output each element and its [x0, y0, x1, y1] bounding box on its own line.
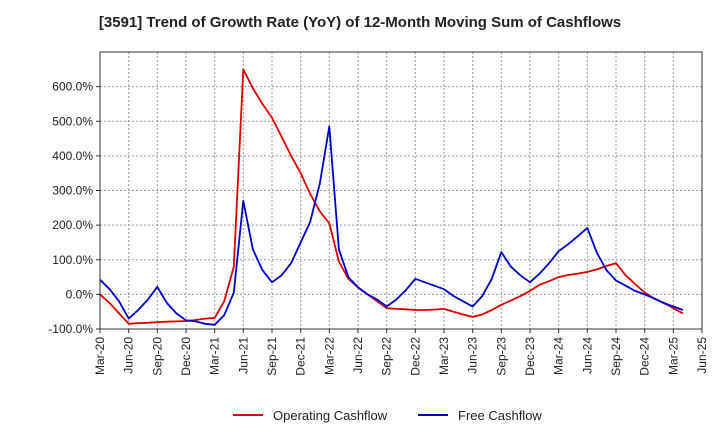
y-tick-label: 300.0%	[52, 184, 93, 198]
x-tick-label: Mar-20	[93, 337, 107, 375]
x-tick-label: Sep-22	[380, 337, 394, 376]
x-tick-label: Dec-24	[638, 337, 652, 376]
series-group	[99, 68, 684, 326]
x-tick-label: Mar-23	[437, 337, 451, 375]
x-tick-label: Sep-24	[609, 337, 623, 376]
x-tick-label: Mar-25	[666, 337, 680, 375]
y-tick-label: 400.0%	[52, 149, 93, 163]
y-tick-label: -100.0%	[48, 322, 93, 336]
legend-label: Operating Cashflow	[273, 408, 388, 423]
chart-title: [3591] Trend of Growth Rate (YoY) of 12-…	[98, 14, 622, 31]
x-tick-label: Sep-21	[265, 337, 279, 376]
x-tick-label: Jun-24	[580, 337, 594, 374]
x-tick-label: Sep-20	[150, 337, 164, 376]
x-tick-label: Mar-22	[322, 337, 336, 375]
legend: Operating Cashflow Free Cashflow	[233, 408, 542, 423]
series-line-0	[99, 68, 684, 325]
x-tick-label: Dec-21	[294, 337, 308, 376]
x-tick-label: Jun-22	[351, 337, 365, 374]
y-tick-label: 200.0%	[52, 218, 93, 232]
series-line-1	[99, 125, 684, 326]
y-axis-ticks: -100.0% 0.0% 100.0% 200.0% 300.0% 400.0% 500.0…	[48, 80, 100, 336]
x-tick-label: Dec-22	[408, 337, 422, 376]
x-axis-ticks: Mar-20 Jun-20 Sep-20 Dec-20 Mar-21 Jun-21 Sep-…	[93, 329, 709, 376]
y-tick-label: 0.0%	[66, 287, 94, 301]
x-tick-label: Jun-23	[466, 337, 480, 374]
x-tick-label: Jun-25	[695, 337, 709, 374]
x-tick-label: Dec-20	[179, 337, 193, 376]
x-tick-label: Jun-20	[122, 337, 136, 374]
x-tick-label: Mar-24	[552, 337, 566, 375]
y-tick-label: 500.0%	[52, 114, 93, 128]
x-tick-label: Sep-23	[494, 337, 508, 376]
x-tick-label: Dec-23	[523, 337, 537, 376]
y-tick-label: 100.0%	[52, 253, 93, 267]
x-tick-label: Jun-21	[236, 337, 250, 374]
x-tick-label: Mar-21	[208, 337, 222, 375]
legend-label: Free Cashflow	[458, 408, 542, 423]
y-tick-label: 600.0%	[52, 80, 93, 94]
